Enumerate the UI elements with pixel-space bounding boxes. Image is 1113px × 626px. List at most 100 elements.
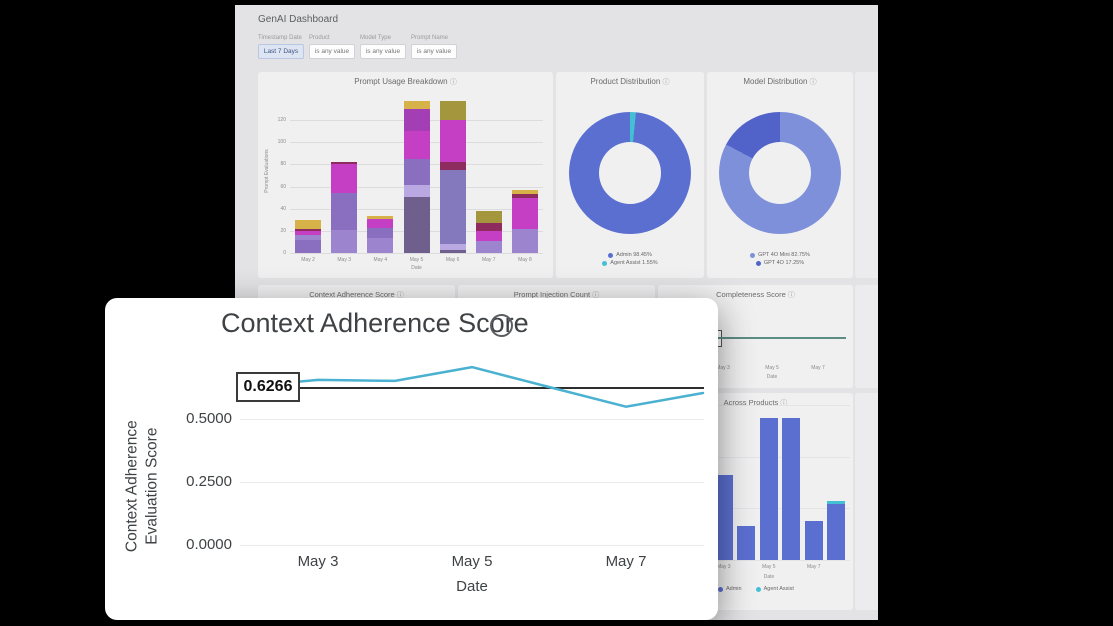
x-tick-label: May 5 bbox=[765, 365, 779, 371]
bar-segment[interactable] bbox=[295, 239, 322, 253]
legend-dot bbox=[755, 586, 761, 592]
legend-dot bbox=[750, 252, 756, 258]
bar-segment[interactable] bbox=[331, 193, 358, 230]
partial-tile-strip bbox=[855, 72, 878, 278]
prompt-usage-chart[interactable]: 0 20 40 60 80 100 120 May 2 May 3 May 4 May 5 May 6… bbox=[278, 98, 543, 263]
bar-segment[interactable] bbox=[331, 229, 358, 253]
bar-segment[interactable] bbox=[295, 219, 322, 229]
across-products-chart[interactable]: May 3 May 5 May 7 bbox=[680, 405, 850, 570]
adherence-chart-plot[interactable]: 0.6266 0.0000 0.2500 0.5000 May 3 May 5 May 7 bbox=[186, 353, 705, 570]
bar-segment[interactable] bbox=[511, 197, 538, 229]
y-axis-label: Context Adherence Evaluation Score bbox=[123, 420, 161, 553]
legend-label: GPT 4O 17.25% bbox=[763, 260, 805, 266]
partial-tile-strip bbox=[855, 393, 878, 610]
bar-segment[interactable] bbox=[403, 158, 430, 186]
y-tick-label: 120 bbox=[277, 117, 286, 124]
bar-segment[interactable] bbox=[475, 210, 502, 224]
bar-segment[interactable] bbox=[439, 249, 466, 253]
donut-hole bbox=[749, 142, 811, 204]
bar-segment[interactable] bbox=[759, 418, 778, 560]
legend-label: Admin 98.45% bbox=[616, 252, 652, 258]
info-icon[interactable]: ⓘ bbox=[662, 79, 670, 86]
bar-segment[interactable] bbox=[367, 227, 394, 238]
donut-hole bbox=[599, 142, 661, 204]
bar-segment[interactable] bbox=[511, 189, 538, 195]
filter-label: Product bbox=[309, 35, 330, 41]
bar-segment[interactable] bbox=[439, 169, 466, 245]
bar-segment[interactable] bbox=[403, 131, 430, 159]
legend-item[interactable]: Agent Assist 1.55% bbox=[602, 260, 658, 266]
legend-dot bbox=[602, 260, 608, 266]
info-icon[interactable]: ⓘ bbox=[592, 292, 600, 299]
filter-label: Prompt Name bbox=[411, 35, 449, 41]
x-tick-label: May 4 bbox=[373, 257, 388, 263]
adherence-line[interactable] bbox=[239, 365, 705, 408]
info-icon[interactable]: ⓘ bbox=[787, 292, 795, 299]
y-tick-label: 60 bbox=[280, 183, 286, 190]
bar-segment[interactable] bbox=[403, 196, 430, 253]
bar-segment[interactable] bbox=[403, 185, 430, 197]
filter-chip-timestamp-date[interactable]: Last 7 Days bbox=[258, 44, 304, 59]
adherence-line-chart bbox=[239, 365, 705, 408]
x-tick-label: May 7 bbox=[481, 257, 496, 263]
bar-segment[interactable] bbox=[782, 418, 801, 560]
info-icon[interactable]: i bbox=[490, 314, 513, 337]
bar-segment[interactable] bbox=[403, 109, 430, 132]
bar-segment[interactable] bbox=[511, 194, 538, 198]
x-tick-label: May 3 bbox=[337, 257, 352, 263]
bar-segment[interactable] bbox=[737, 525, 756, 560]
info-icon[interactable]: ⓘ bbox=[780, 400, 788, 407]
bar-segment[interactable] bbox=[475, 223, 502, 231]
bar-segment[interactable] bbox=[367, 218, 394, 228]
y-tick-label: 80 bbox=[280, 161, 286, 168]
completeness-line[interactable] bbox=[668, 337, 846, 339]
bar-segment[interactable] bbox=[475, 230, 502, 241]
tile-product-distribution: Product Distribution ⓘ Admin 98.45% Agent… bbox=[556, 72, 704, 278]
x-tick-label: May 3 bbox=[716, 564, 731, 570]
bar-segment[interactable] bbox=[804, 520, 823, 560]
info-icon[interactable]: ⓘ bbox=[449, 79, 457, 86]
bar-segment[interactable] bbox=[403, 101, 430, 110]
bar-segment[interactable] bbox=[367, 237, 394, 253]
info-icon[interactable]: ⓘ bbox=[396, 292, 404, 299]
x-tick-label: May 5 bbox=[451, 553, 493, 570]
gridline bbox=[240, 545, 704, 546]
model-distribution-donut[interactable] bbox=[719, 112, 841, 234]
filter-label: Model Type bbox=[360, 35, 391, 41]
bar-segment[interactable] bbox=[511, 228, 538, 253]
legend-item[interactable]: Agent Assist bbox=[755, 586, 794, 592]
product-distribution-donut[interactable] bbox=[569, 112, 691, 234]
reference-value: 0.6266 bbox=[243, 378, 293, 395]
dashboard-title: GenAI Dashboard bbox=[258, 14, 339, 25]
bar-segment[interactable] bbox=[439, 162, 466, 170]
bar-segment[interactable] bbox=[295, 228, 322, 231]
bar-segment[interactable] bbox=[331, 162, 358, 165]
bar-segment[interactable] bbox=[827, 504, 846, 560]
legend-item[interactable]: Admin bbox=[718, 586, 742, 592]
bar-segment[interactable] bbox=[439, 120, 466, 163]
bar-segment[interactable] bbox=[367, 216, 394, 219]
legend-item[interactable]: Admin 98.45% bbox=[608, 252, 652, 258]
bar-segment[interactable] bbox=[714, 475, 733, 560]
bar-segment[interactable] bbox=[827, 501, 846, 505]
bar-segment[interactable] bbox=[295, 230, 322, 236]
y-tick-label: 0.5000 bbox=[186, 410, 232, 427]
bar-segment[interactable] bbox=[475, 240, 502, 253]
legend-item[interactable]: GPT 4O 17.25% bbox=[755, 260, 805, 266]
filter-chip-prompt-name[interactable]: is any value bbox=[411, 44, 457, 59]
bar-segment[interactable] bbox=[295, 235, 322, 240]
info-icon[interactable]: ⓘ bbox=[809, 79, 817, 86]
modal-title: Context Adherence Score bbox=[221, 308, 529, 338]
filter-chip-product[interactable]: is any value bbox=[309, 44, 355, 59]
bar-segment[interactable] bbox=[439, 244, 466, 250]
legend-item[interactable]: GPT 4O Mini 82.75% bbox=[750, 252, 810, 258]
legend-label: Agent Assist 1.55% bbox=[610, 260, 658, 266]
legend-dot bbox=[608, 252, 614, 258]
bar-segment[interactable] bbox=[439, 101, 466, 121]
bar-segment[interactable] bbox=[331, 164, 358, 194]
gridline bbox=[680, 560, 850, 561]
legend-dot bbox=[755, 260, 761, 266]
gridline bbox=[290, 253, 543, 254]
x-tick-label: May 8 bbox=[518, 257, 532, 263]
filter-chip-model-type[interactable]: is any value bbox=[360, 44, 406, 59]
